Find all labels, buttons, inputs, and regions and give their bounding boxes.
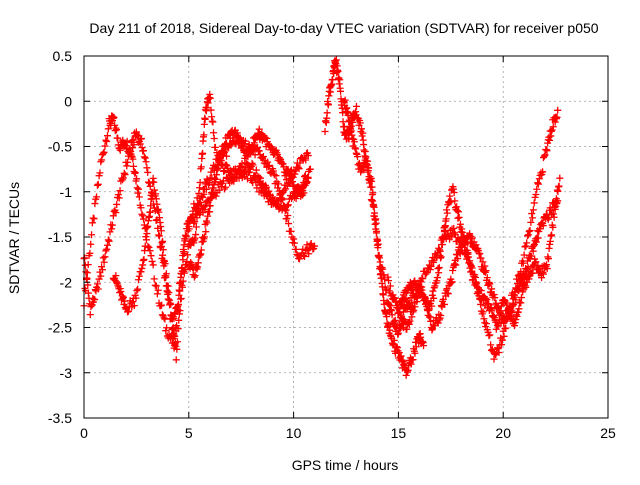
x-tick-label: 20 <box>495 425 511 441</box>
series-markers <box>321 56 428 379</box>
y-tick-label: -1.5 <box>48 229 72 245</box>
y-tick-label: 0.5 <box>53 48 73 64</box>
series-track-e <box>321 56 428 379</box>
axes: 0 5 10 15 20 25 -3.5 -3 -2.5 -2 -1.5 -1 -0.5 0 0.5 <box>48 48 616 441</box>
y-tick-label: -0.5 <box>48 139 72 155</box>
series-markers <box>394 174 564 333</box>
series-markers <box>185 125 312 281</box>
y-tick-label: -1 <box>60 184 73 200</box>
x-tick-label: 10 <box>286 425 302 441</box>
y-tick-label: -2.5 <box>48 320 72 336</box>
y-tick-label: -3.5 <box>48 410 72 426</box>
chart-title: Day 211 of 2018, Sidereal Day-to-day VTE… <box>89 20 598 36</box>
x-tick-label: 25 <box>600 425 616 441</box>
x-axis-label: GPS time / hours <box>292 457 399 473</box>
y-axis-label: SDTVAR / TECUs <box>6 182 22 294</box>
series-markers <box>109 90 312 364</box>
y-tick-label: -2 <box>60 274 73 290</box>
grid-lines <box>84 56 608 418</box>
series-track-c <box>109 90 312 364</box>
data-points <box>80 56 564 379</box>
x-tick-label: 5 <box>185 425 193 441</box>
series-track-h <box>394 174 564 333</box>
y-tick-label: -3 <box>60 365 73 381</box>
x-tick-label: 15 <box>391 425 407 441</box>
series-track-d <box>185 125 312 281</box>
x-tick-label: 0 <box>80 425 88 441</box>
y-tick-label: 0 <box>64 93 72 109</box>
